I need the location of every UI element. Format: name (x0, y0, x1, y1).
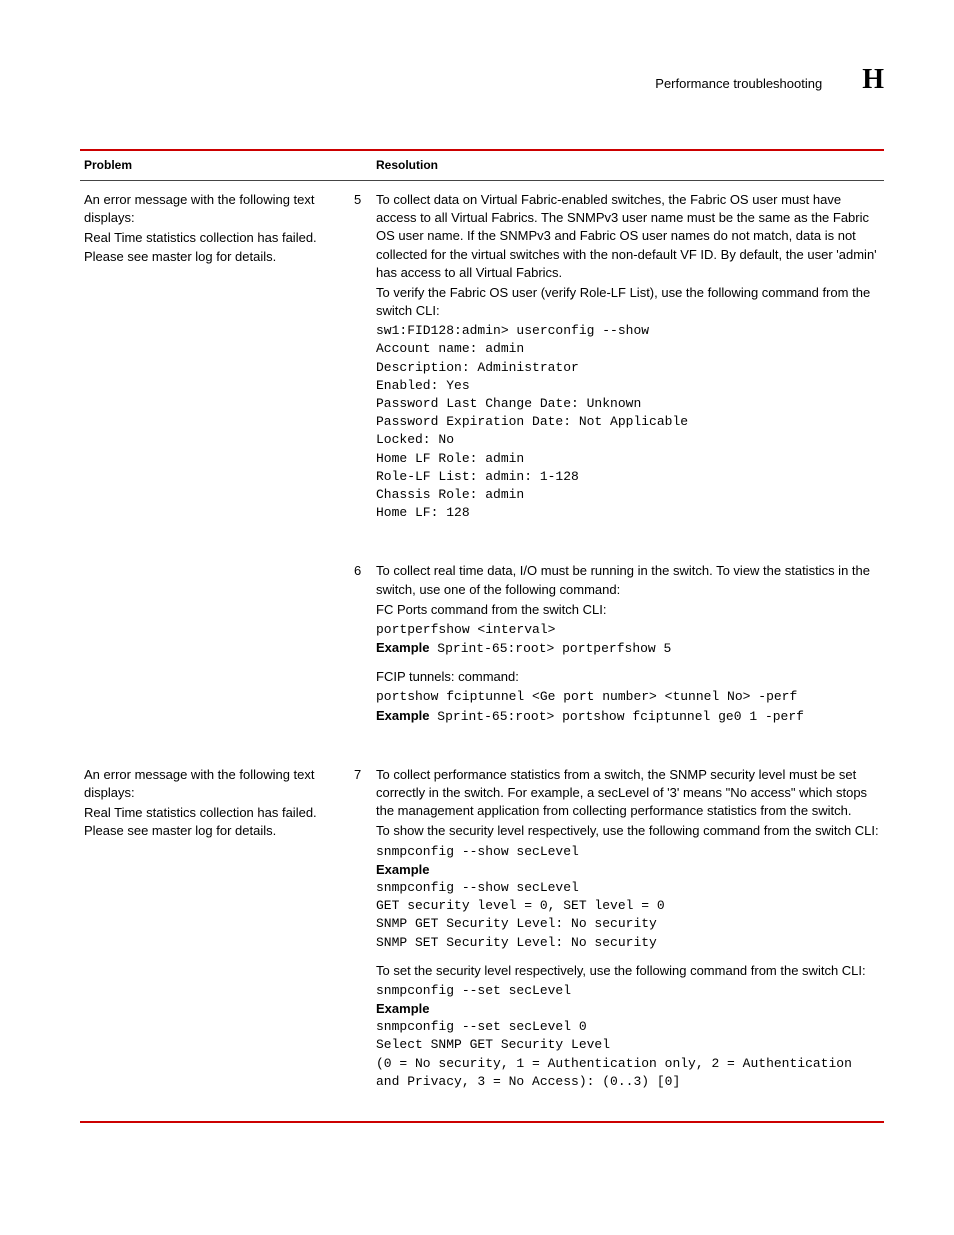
cli-output: SNMP SET Security Level: No security (376, 934, 880, 952)
cli-output: portperfshow <interval> (376, 621, 880, 639)
cli-output: Enabled: Yes (376, 377, 880, 395)
step-number: 7 (350, 756, 372, 1122)
resolution-text: To collect real time data, I/O must be r… (376, 562, 880, 598)
example-line: Example Sprint-65:root> portperfshow 5 (376, 639, 880, 658)
cli-output: GET security level = 0, SET level = 0 (376, 897, 880, 915)
cli-output: Password Expiration Date: Not Applicable (376, 413, 880, 431)
page-header-title: Performance troubleshooting (655, 75, 822, 93)
cli-output: Description: Administrator (376, 359, 880, 377)
problem-text: Real Time statistics collection has fail… (84, 229, 346, 265)
resolution-text: To show the security level respectively,… (376, 822, 880, 840)
cli-output: Locked: No (376, 431, 880, 449)
cli-output: SNMP GET Security Level: No security (376, 915, 880, 933)
spacer (376, 658, 880, 668)
cli-output: snmpconfig --set secLevel (376, 982, 880, 1000)
resolution-text: To verify the Fabric OS user (verify Rol… (376, 284, 880, 320)
page-header: Performance troubleshooting H (80, 60, 884, 99)
cli-output: Role-LF List: admin: 1-128 (376, 468, 880, 486)
cli-output: Home LF: 128 (376, 504, 880, 522)
resolution-text: To collect performance statistics from a… (376, 766, 880, 821)
problem-cell: An error message with the following text… (80, 180, 350, 755)
col-header-problem: Problem (80, 150, 350, 180)
cli-output: Sprint-65:root> portperfshow 5 (429, 641, 671, 656)
example-label: Example (376, 861, 880, 879)
example-label: Example (376, 1000, 880, 1018)
example-line: Example Sprint-65:root> portshow fciptun… (376, 707, 880, 726)
table-header-row: Problem Resolution (80, 150, 884, 180)
problem-cell: An error message with the following text… (80, 756, 350, 1122)
problem-text: An error message with the following text… (84, 191, 346, 227)
cli-output: portshow fciptunnel <Ge port number> <tu… (376, 688, 880, 706)
resolution-text: FCIP tunnels: command: (376, 668, 880, 686)
cli-output: Sprint-65:root> portshow fciptunnel ge0 … (429, 709, 803, 724)
resolution-text: FC Ports command from the switch CLI: (376, 601, 880, 619)
cli-output: Chassis Role: admin (376, 486, 880, 504)
problem-text: An error message with the following text… (84, 766, 346, 802)
table-row: An error message with the following text… (80, 180, 884, 552)
cli-output: (0 = No security, 1 = Authentication onl… (376, 1055, 880, 1091)
problem-text: Real Time statistics collection has fail… (84, 804, 346, 840)
page-header-letter: H (862, 60, 884, 99)
spacer (376, 952, 880, 962)
col-header-spacer (350, 150, 372, 180)
troubleshooting-table: Problem Resolution An error message with… (80, 149, 884, 1123)
cli-output: sw1:FID128:admin> userconfig --show (376, 322, 880, 340)
resolution-cell: To collect data on Virtual Fabric-enable… (372, 180, 884, 552)
col-header-resolution: Resolution (372, 150, 884, 180)
resolution-cell: To collect real time data, I/O must be r… (372, 552, 884, 756)
step-number: 5 (350, 180, 372, 552)
resolution-text: To set the security level respectively, … (376, 962, 880, 980)
cli-output: Home LF Role: admin (376, 450, 880, 468)
example-label: Example (376, 640, 429, 655)
cli-output: Select SNMP GET Security Level (376, 1036, 880, 1054)
cli-output: Password Last Change Date: Unknown (376, 395, 880, 413)
table-row: An error message with the following text… (80, 756, 884, 1122)
resolution-cell: To collect performance statistics from a… (372, 756, 884, 1122)
cli-output: snmpconfig --set secLevel 0 (376, 1018, 880, 1036)
cli-output: snmpconfig --show secLevel (376, 843, 880, 861)
example-label: Example (376, 708, 429, 723)
cli-output: snmpconfig --show secLevel (376, 879, 880, 897)
cli-output: Account name: admin (376, 340, 880, 358)
resolution-text: To collect data on Virtual Fabric-enable… (376, 191, 880, 282)
step-number: 6 (350, 552, 372, 756)
